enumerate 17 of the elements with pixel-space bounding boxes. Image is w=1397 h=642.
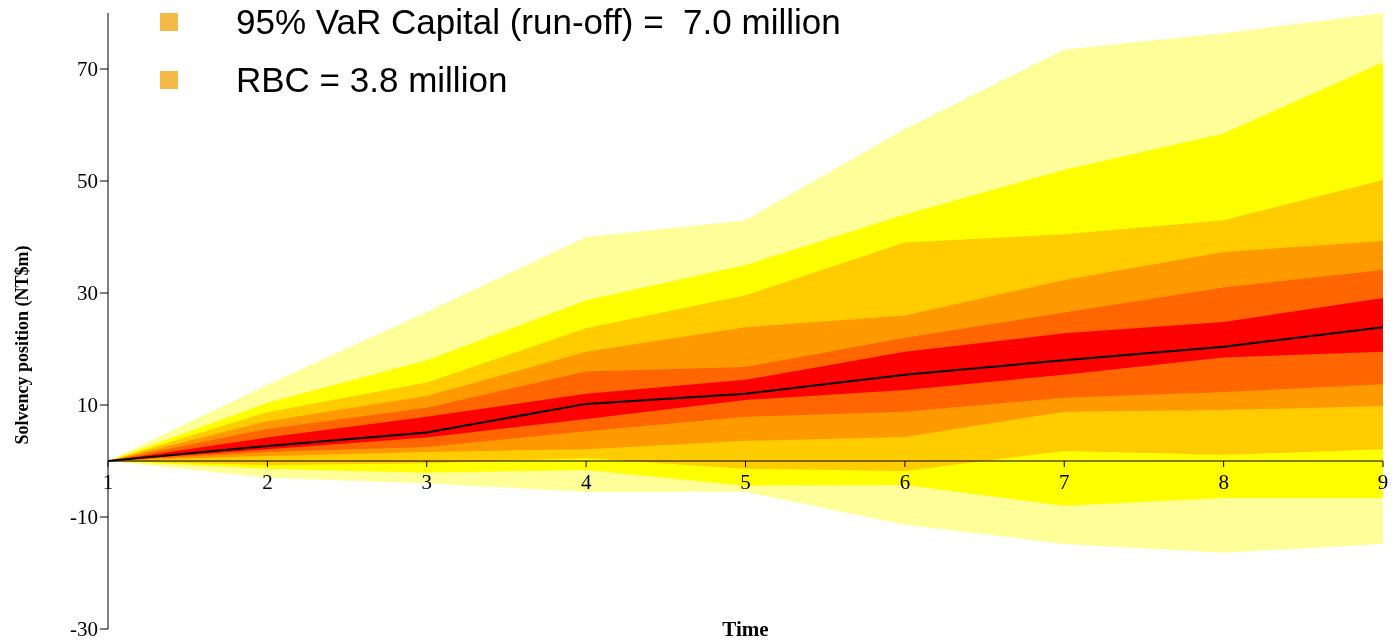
y-tick-label: 10 — [77, 393, 98, 418]
x-tick-label: 8 — [1218, 470, 1229, 494]
y-axis-title: Solvency position (NT$m) — [12, 245, 33, 445]
y-tick-label: 50 — [77, 169, 98, 194]
x-tick-label: 9 — [1377, 470, 1389, 494]
y-tick-label: -10 — [70, 505, 98, 530]
x-tick-label: 2 — [262, 470, 273, 494]
x-axis-title: Time — [722, 617, 769, 641]
annotation: 95% VaR Capital (run-off) = 7.0 million — [236, 2, 841, 42]
x-tick-label: 3 — [421, 470, 432, 494]
y-tick-label: 30 — [77, 281, 98, 306]
y-tick-label: -30 — [70, 617, 98, 642]
y-tick-label: 70 — [77, 57, 98, 82]
annotation: RBC = 3.8 million — [236, 60, 508, 100]
x-tick-label: 4 — [580, 470, 592, 494]
x-tick-label: 7 — [1059, 470, 1070, 494]
x-tick-label: 1 — [102, 470, 114, 494]
